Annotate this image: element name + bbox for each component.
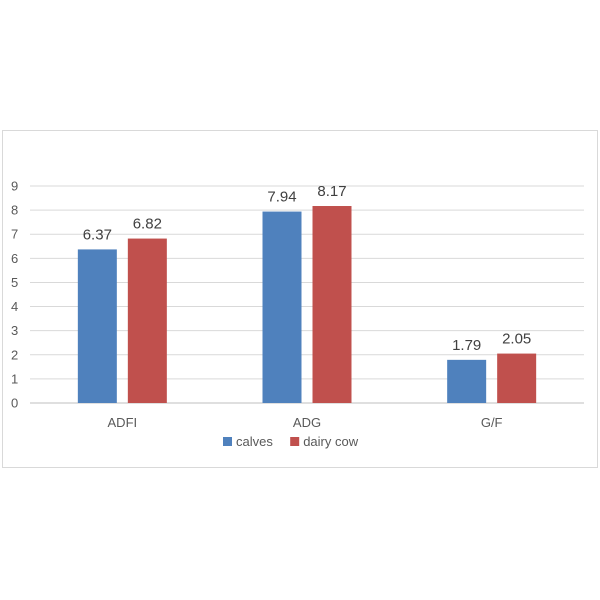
data-label: 6.37: [83, 226, 112, 243]
y-tick-label: 1: [11, 371, 18, 386]
bar-dairy-cow-adfi: [127, 238, 167, 403]
y-tick-label: 6: [11, 251, 18, 266]
y-axis-ticks: 0 1 2 3 4 5 6 7 8 9: [11, 179, 18, 411]
gridlines: [30, 185, 584, 404]
bar-dairy-cow-gf: [497, 353, 537, 403]
y-tick-label: 4: [11, 299, 18, 314]
category-label: G/F: [481, 415, 503, 430]
category-label: ADG: [293, 415, 321, 430]
bar-calves-adfi: [77, 249, 117, 403]
x-axis-categories: ADFI ADG G/F: [108, 415, 503, 430]
legend-label: calves: [236, 434, 273, 449]
chart-container: 0 1 2 3 4 5 6 7 8 9 6.37 6.82 7.94 8.17 1.79 2.05 ADFI…: [2, 130, 598, 468]
y-tick-label: 7: [11, 227, 18, 242]
legend-swatch-dairy-cow: [290, 437, 300, 446]
y-tick-label: 8: [11, 203, 18, 218]
bar-calves-gf: [447, 359, 487, 403]
bars: [77, 206, 537, 403]
data-label: 7.94: [267, 189, 296, 206]
y-tick-label: 0: [11, 396, 18, 411]
legend-label: dairy cow: [303, 434, 359, 449]
legend-swatch-calves: [223, 437, 232, 446]
y-tick-label: 5: [11, 275, 18, 290]
y-tick-label: 3: [11, 323, 18, 338]
data-labels: 6.37 6.82 7.94 8.17 1.79 2.05: [83, 183, 532, 354]
data-label: 1.79: [452, 337, 481, 354]
bar-calves-adg: [262, 211, 302, 403]
bar-dairy-cow-adg: [312, 206, 352, 403]
y-tick-label: 2: [11, 347, 18, 362]
data-label: 6.82: [133, 216, 162, 233]
data-label: 8.17: [317, 183, 346, 200]
category-label: ADFI: [108, 415, 138, 430]
data-label: 2.05: [502, 331, 531, 348]
y-tick-label: 9: [11, 179, 18, 194]
bar-chart: 0 1 2 3 4 5 6 7 8 9 6.37 6.82 7.94 8.17 1.79 2.05 ADFI…: [11, 179, 584, 449]
legend: calves dairy cow: [223, 434, 359, 449]
